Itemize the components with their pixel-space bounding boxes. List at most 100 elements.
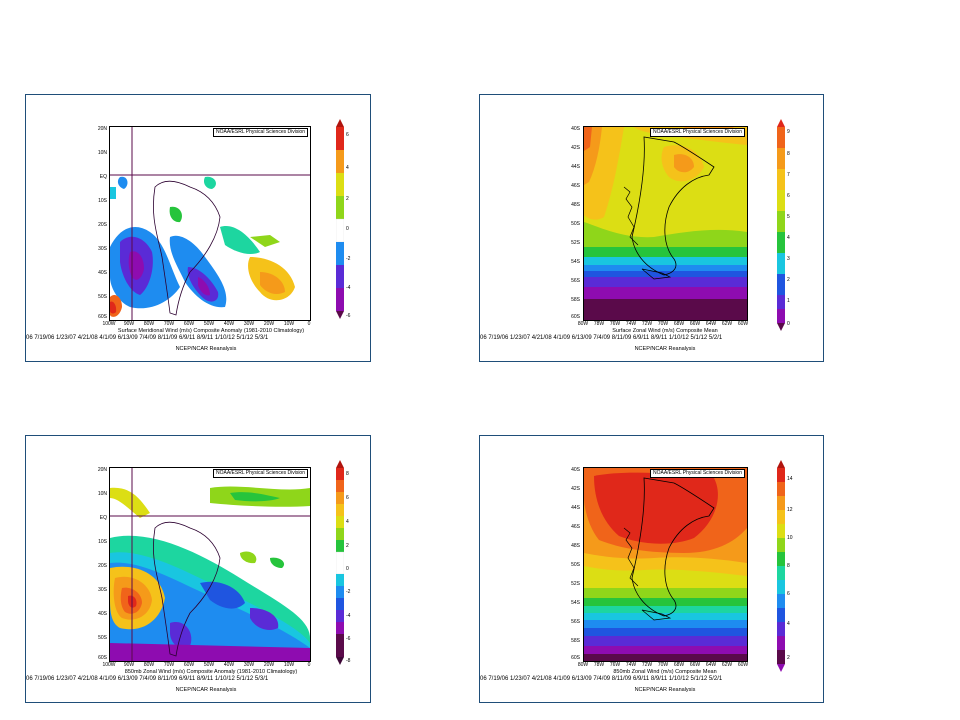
lat-label: 10N	[97, 491, 107, 497]
lon-label: 78W	[593, 662, 605, 668]
lon-label: 72W	[641, 662, 653, 668]
colorbar-label: 8	[787, 563, 790, 569]
colorbar-label: -8	[346, 658, 351, 664]
lon-label: 40W	[223, 662, 235, 668]
colorbar-label: 2	[787, 655, 790, 661]
lon-label: 10W	[283, 662, 295, 668]
lon-label: 68W	[673, 321, 685, 327]
lat-label: 60S	[571, 314, 580, 320]
colorbar-label: 4	[346, 519, 349, 525]
colorbar-label: 7	[787, 172, 790, 178]
lon-label: 66W	[689, 662, 701, 668]
credit-label: NOAA/ESRL Physical Sciences Division	[649, 469, 745, 478]
lat-label: 46S	[571, 524, 580, 530]
composite-dates: 06 7/19/06 1/23/07 4/21/08 4/1/09 6/13/0…	[26, 335, 269, 341]
lat-label: 40S	[571, 126, 580, 132]
lon-label: 72W	[641, 321, 653, 327]
lat-label: 48S	[571, 202, 580, 208]
colorbar-label: -6	[346, 313, 351, 319]
lon-label: 78W	[593, 321, 605, 327]
lat-label: 48S	[571, 543, 580, 549]
colorbar-label: 4	[787, 235, 790, 241]
colorbar-label: -2	[346, 256, 351, 262]
lon-label: 20W	[263, 662, 275, 668]
lat-label: 42S	[571, 145, 580, 151]
lon-label: 80W	[577, 321, 589, 327]
colorbar-label: 0	[346, 566, 349, 572]
map-plot: NOAA/ESRL Physical Sciences Division	[109, 126, 311, 321]
colorbar-label: 1	[787, 298, 790, 304]
lon-label: 70W	[657, 662, 669, 668]
colorbar-label: -6	[346, 636, 351, 642]
lat-label: 60S	[571, 655, 580, 661]
lat-label: 52S	[571, 240, 580, 246]
lat-label: 10S	[98, 539, 107, 545]
lat-label: 40S	[98, 611, 107, 617]
lon-label: 50W	[203, 662, 215, 668]
anomaly-field	[110, 468, 310, 661]
colorbar-label: 2	[787, 277, 790, 283]
lat-label: 56S	[571, 278, 580, 284]
lat-label: 50S	[98, 294, 107, 300]
colorbar-label: 0	[346, 226, 349, 232]
colorbar-label: 8	[787, 151, 790, 157]
lon-label: 70W	[657, 321, 669, 327]
lon-label: 74W	[625, 321, 637, 327]
lon-label: 20W	[263, 321, 275, 327]
lat-label: 58S	[571, 297, 580, 303]
lat-label: 54S	[571, 600, 580, 606]
lat-label: EQ	[99, 174, 107, 180]
lon-label: 60W	[737, 321, 749, 327]
lat-label: EQ	[99, 515, 107, 521]
plot-title: 850mb Zonal Wind (m/s) Composite Mean	[613, 669, 717, 675]
map-plot: NOAA/ESRL Physical Sciences Division	[583, 467, 748, 662]
colorbar-label: 8	[346, 471, 349, 477]
data-source: NCEP/NCAR Reanalysis	[634, 687, 696, 693]
lat-label: 20S	[98, 222, 107, 228]
anomaly-field	[110, 127, 310, 320]
lon-label: 0	[307, 321, 311, 327]
map-plot: NOAA/ESRL Physical Sciences Division	[583, 126, 748, 321]
lat-label: 30S	[98, 246, 107, 252]
lat-label: 50S	[571, 221, 580, 227]
credit-label: NOAA/ESRL Physical Sciences Division	[212, 469, 308, 478]
colorbar-label: 0	[787, 321, 790, 327]
colorbar-label: -4	[346, 285, 351, 291]
mean-field	[584, 468, 747, 661]
lon-label: 30W	[243, 321, 255, 327]
mean-field	[584, 127, 747, 320]
lat-label: 20S	[98, 563, 107, 569]
lon-label: 60W	[183, 321, 195, 327]
colorbar-label: -4	[346, 613, 351, 619]
lat-label: 60S	[98, 314, 107, 320]
colorbar-label: -2	[346, 589, 351, 595]
colorbar	[777, 460, 785, 672]
lat-label: 44S	[571, 164, 580, 170]
lat-label: 46S	[571, 183, 580, 189]
lat-label: 52S	[571, 581, 580, 587]
lon-label: 0	[307, 662, 311, 668]
colorbar-label: 3	[787, 256, 790, 262]
lat-label: 40S	[98, 270, 107, 276]
lon-label: 100W	[102, 662, 116, 668]
credit-label: NOAA/ESRL Physical Sciences Division	[649, 128, 745, 137]
lon-label: 100W	[102, 321, 116, 327]
lon-label: 50W	[203, 321, 215, 327]
composite-dates: 06 7/19/06 1/23/07 4/21/08 4/1/09 6/13/0…	[480, 676, 723, 682]
lat-label: 20N	[97, 126, 107, 132]
lon-label: 74W	[625, 662, 637, 668]
lon-label: 90W	[123, 321, 135, 327]
lon-label: 76W	[609, 321, 621, 327]
lon-label: 66W	[689, 321, 701, 327]
lat-label: 20N	[97, 467, 107, 473]
lat-label: 40S	[571, 467, 580, 473]
colorbar-label: 9	[787, 129, 790, 135]
map-panel-surface-zonal-mean: NOAA/ESRL Physical Sciences Division 40S…	[479, 94, 824, 362]
lat-label: 44S	[571, 505, 580, 511]
lat-label: 60S	[98, 655, 107, 661]
lon-label: 76W	[609, 662, 621, 668]
lon-label: 40W	[223, 321, 235, 327]
lon-label: 62W	[721, 321, 733, 327]
colorbar-label: 5	[787, 214, 790, 220]
colorbar-label: 2	[346, 543, 349, 549]
